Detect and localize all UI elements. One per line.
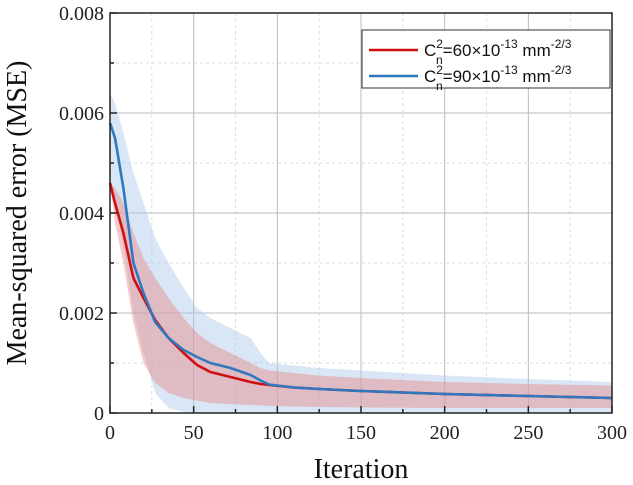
x-axis-label: Iteration	[314, 454, 409, 485]
legend-text-part: C	[424, 67, 436, 86]
x-tick-label: 250	[513, 422, 543, 444]
x-tick-label: 0	[105, 422, 115, 444]
y-tick-label: 0	[94, 403, 104, 425]
y-tick-label: 0.008	[59, 3, 104, 25]
legend-text-part: 2	[436, 37, 443, 51]
legend-text-part: n	[436, 53, 443, 67]
legend-text-part: -13	[500, 63, 518, 77]
legend-box	[361, 29, 611, 89]
legend-text-part: mm	[518, 41, 551, 60]
legend-text-part: -2/3	[551, 63, 572, 77]
y-tick-label: 0.002	[59, 303, 104, 325]
legend: C2 n=60×10-13 mm-2/3C2 n=90×10-13 mm-2/3	[361, 29, 611, 93]
legend-text-part: n	[436, 79, 443, 93]
x-tick-label: 200	[430, 422, 460, 444]
y-tick-label: 0.006	[59, 103, 104, 125]
legend-label-1: C2 n=60×10-13 mm-2/3	[424, 37, 572, 67]
band-series-2	[110, 93, 612, 413]
axis-ticks: 0 50 100 150 200 250 300 0 0.002 0.004 0.006 0.008	[59, 3, 627, 444]
confidence-bands	[110, 93, 612, 413]
x-tick-label: 300	[597, 422, 627, 444]
legend-text-part: =60×10	[443, 41, 501, 60]
line-series-2	[108, 122, 613, 400]
legend-text-part: 2	[436, 63, 443, 77]
y-axis-label: Mean-squared error (MSE)	[2, 61, 33, 366]
y-tick-label: 0.004	[59, 203, 104, 225]
x-tick-label: 150	[346, 422, 376, 444]
legend-text-part: =90×10	[443, 67, 501, 86]
legend-text-part: -2/3	[551, 37, 572, 51]
legend-text-part: -13	[500, 37, 518, 51]
band-series-1	[110, 183, 612, 408]
x-tick-label: 100	[262, 422, 292, 444]
x-tick-label: 50	[184, 422, 204, 444]
legend-text-part: C	[424, 41, 436, 60]
legend-text-part: mm	[518, 67, 551, 86]
series-lines	[108, 122, 613, 400]
legend-label-2: C2 n=90×10-13 mm-2/3	[424, 63, 572, 93]
